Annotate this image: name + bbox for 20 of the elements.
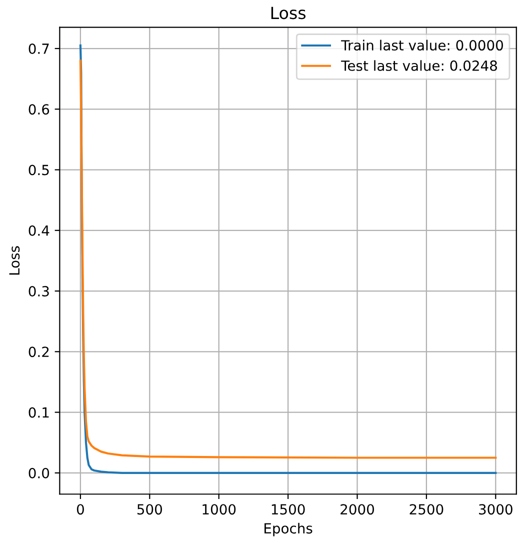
y-tick-label: 0.5 [28, 164, 49, 176]
x-tick-label: 1500 [272, 504, 305, 515]
x-tick-label: 500 [137, 504, 162, 515]
y-axis-title: Loss [9, 246, 20, 275]
legend-label: Test last value: 0.0248 [341, 60, 497, 71]
y-tick-label: 0.6 [28, 104, 50, 115]
y-tick-label: 0.2 [28, 346, 49, 358]
x-tick-label: 2000 [340, 504, 374, 515]
x-tick-label: 1000 [202, 504, 236, 515]
y-tick-label: 0.0 [28, 468, 50, 478]
x-tick-label: 0 [76, 504, 84, 515]
chart-title: Loss [271, 6, 306, 20]
x-axis-title: Epochs [264, 522, 312, 536]
x-tick-label: 2500 [410, 504, 444, 515]
y-tick-label: 0.7 [28, 43, 49, 54]
x-tick-label: 3000 [479, 504, 512, 515]
legend-label: Train last value: 0.0000 [341, 40, 503, 51]
y-tick-label: 0.3 [28, 286, 49, 297]
y-tick-label: 0.4 [28, 225, 50, 236]
y-tick-label: 0.1 [28, 407, 49, 418]
